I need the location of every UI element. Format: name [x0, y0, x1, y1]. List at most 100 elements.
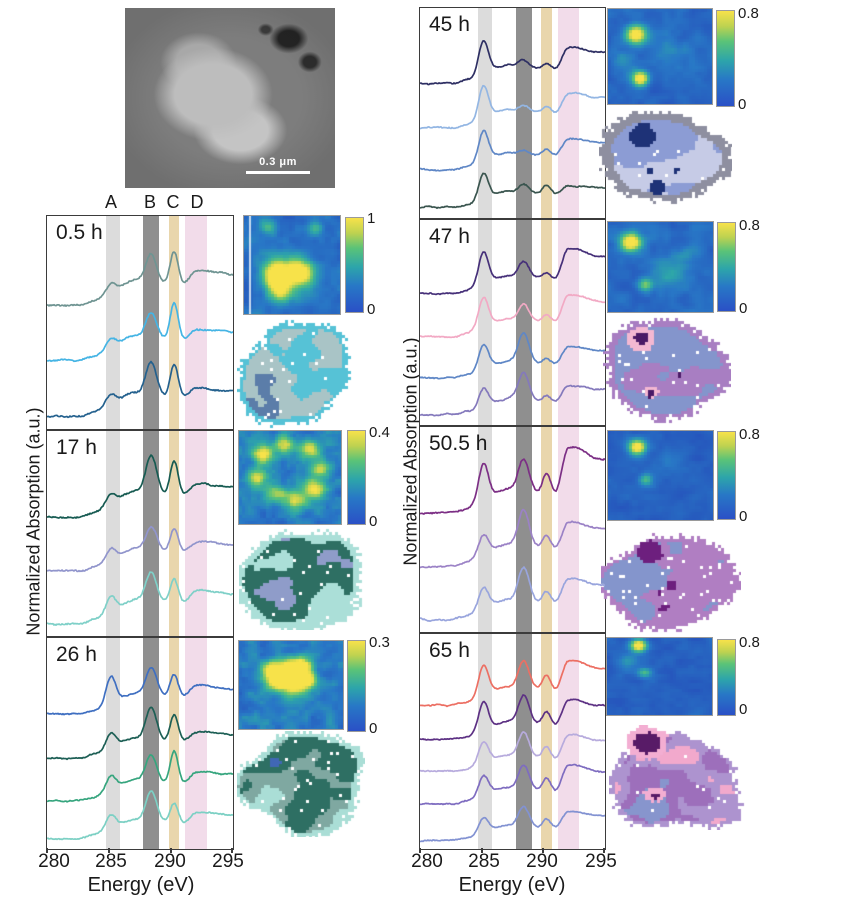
x-tick-label: 285: [468, 851, 500, 872]
spectrum-line: [420, 172, 605, 210]
time-label: 50.5 h: [429, 431, 488, 455]
x-tick-label: 295: [585, 851, 617, 872]
colorbar-min-label: 0: [739, 508, 748, 525]
colorbar-47h: [717, 222, 736, 312]
x-tick-label: 280: [38, 851, 70, 872]
cluster-map-65h: [609, 725, 747, 830]
spectrum-line: [420, 40, 605, 86]
spectrum-line: [420, 445, 605, 515]
colorbar-max-label: 0.8: [739, 426, 760, 443]
spectrum-line: [420, 371, 605, 417]
colorbar-17h: [347, 430, 366, 525]
spectrum-line: [47, 360, 233, 419]
spectrum-line: [47, 570, 233, 626]
panel-26h: 26 h: [47, 638, 233, 849]
colorbar-min-label: 0: [739, 300, 748, 317]
spectrum-line: [47, 525, 233, 572]
x-tick: [419, 848, 421, 853]
panel-45h: 45 h: [420, 8, 605, 218]
spectrum-line: [420, 84, 605, 130]
colorbar-max-label: 0.3: [369, 634, 390, 651]
cluster-map-45h: [599, 108, 732, 208]
panel-divider: [47, 429, 233, 431]
cluster-map-17h: [239, 526, 365, 630]
band-label-c: C: [166, 192, 180, 212]
colorbar-45h: [716, 10, 735, 107]
component-heatmap-26h: [238, 640, 344, 730]
panel-47h: 47 h: [420, 220, 605, 425]
time-label: 17 h: [56, 435, 97, 459]
spectrum-line: [47, 453, 233, 519]
band-label-b: B: [143, 192, 157, 212]
x-tick-label: 280: [411, 851, 443, 872]
colorbar-max-label: 0.4: [369, 424, 390, 441]
spectrum-line: [420, 247, 605, 295]
colorbar-min-label: 0: [738, 96, 747, 113]
x-tick: [108, 848, 110, 853]
band-label-a: A: [104, 192, 118, 212]
spectrum-line: [420, 693, 605, 741]
component-heatmap-47h: [607, 221, 714, 313]
colorbar-min-label: 0: [367, 301, 376, 318]
spectra-47h: [420, 247, 605, 417]
x-tick-label: 290: [154, 851, 186, 872]
spectrum-line: [420, 331, 605, 380]
colorbar-max-label: 0.8: [739, 634, 760, 651]
spectrum-line: [47, 789, 233, 840]
colorbar-min-label: 0: [739, 701, 748, 718]
component-heatmap-50.5h: [607, 430, 714, 521]
panel-divider: [47, 636, 233, 638]
spectrum-line: [420, 730, 605, 772]
panel-divider: [420, 218, 605, 220]
x-tick-label: 285: [95, 851, 127, 872]
spectrum-line: [47, 251, 233, 307]
spectra-plot-right: 45 h 47 h 50.5 h 65 h: [419, 7, 606, 850]
x-tick: [542, 848, 544, 853]
y-axis-label-left: Normalized Absorption (a.u.): [23, 407, 44, 636]
cluster-map-47h: [603, 315, 731, 425]
spectrum-line: [420, 763, 605, 805]
time-label: 0.5 h: [56, 221, 103, 244]
spectra-50.5h: [420, 445, 605, 622]
panel-17h: 17 h: [47, 431, 233, 636]
colorbar-min-label: 0: [369, 720, 378, 737]
energy-band-b: [143, 216, 159, 849]
panel-0.5h: 0.5 h: [47, 216, 233, 429]
colorbar-26h: [347, 640, 366, 732]
band-label-d: D: [190, 192, 204, 212]
scale-bar-label: 0.3 μm: [259, 156, 297, 168]
colorbar-50.5h: [717, 431, 736, 520]
time-label: 47 h: [429, 224, 470, 248]
x-tick: [603, 848, 605, 853]
component-heatmap-17h: [238, 430, 342, 525]
spectrum-line: [47, 706, 233, 760]
spectrum-line: [47, 666, 233, 716]
energy-band-d: [185, 216, 207, 849]
time-label: 45 h: [429, 13, 470, 36]
panel-50.5h: 50.5 h: [420, 427, 605, 632]
component-heatmap-45h: [607, 8, 713, 105]
spectra-26h: [47, 666, 233, 840]
component-heatmap-65h: [606, 637, 713, 716]
spectra-plot-left: 0.5 h 17 h 26 h: [46, 215, 234, 850]
spectrum-line: [420, 508, 605, 569]
spectrum-line: [420, 659, 605, 707]
colorbar-0.5h: [345, 217, 364, 313]
spectrum-line: [420, 565, 605, 622]
scale-bar: 0.3 μm: [243, 156, 313, 174]
energy-band-c: [168, 216, 179, 849]
x-tick-label: 295: [212, 851, 244, 872]
cluster-map-50.5h: [601, 524, 741, 636]
spectrum-line: [420, 129, 605, 172]
spectra-45h: [420, 40, 605, 210]
spectra-0.5h: [47, 251, 233, 419]
spectra-65h: [420, 659, 605, 842]
x-tick: [481, 848, 483, 853]
spectrum-line: [420, 293, 605, 338]
x-axis-title-right: Energy (eV): [458, 874, 566, 896]
energy-band-c: [541, 8, 552, 849]
panel-divider: [420, 425, 605, 427]
colorbar-max-label: 0.8: [738, 5, 759, 22]
spectrum-line: [47, 301, 233, 363]
